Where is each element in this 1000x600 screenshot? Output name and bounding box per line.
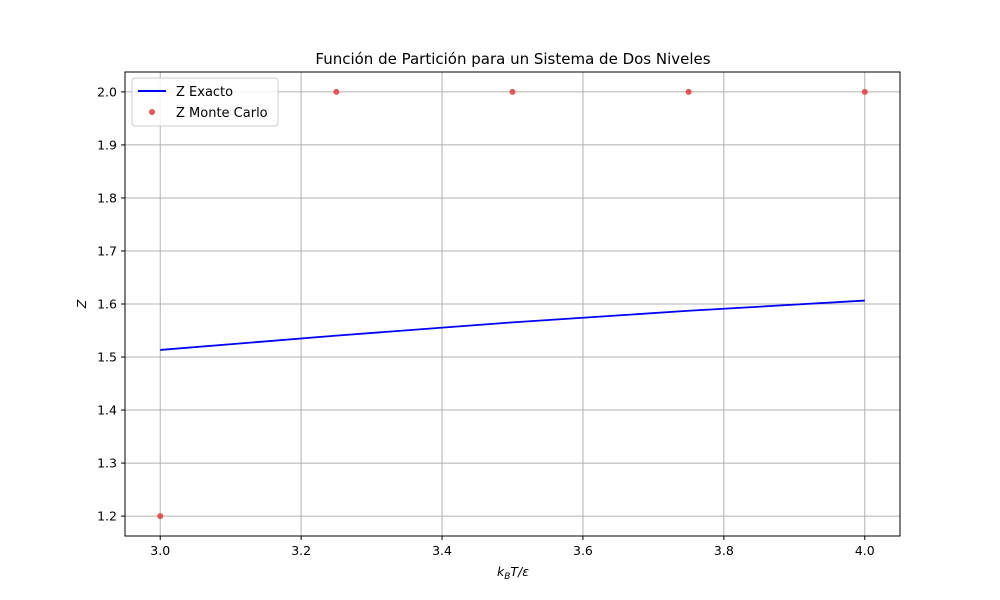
chart-title: Función de Partición para un Sistema de … (315, 50, 710, 68)
x-axis: 3.0 3.2 3.4 3.6 3.8 4.0 (150, 536, 875, 558)
y-tick-label: 1.8 (97, 190, 117, 205)
legend-label-monte-carlo: Z Monte Carlo (176, 106, 268, 121)
y-tick-label: 1.9 (97, 137, 117, 152)
x-axis-label: kBT/ε (497, 564, 529, 582)
x-tick-label: 3.4 (432, 543, 452, 558)
scatter-point-monte-carlo (333, 88, 340, 95)
y-tick-label: 1.2 (97, 509, 117, 524)
legend-box (131, 77, 279, 127)
x-tick-label: 3.2 (291, 543, 311, 558)
x-tick-label: 3.0 (150, 543, 170, 558)
y-tick-label: 1.5 (97, 350, 117, 365)
scatter-point-monte-carlo (685, 88, 692, 95)
x-axis-label-rest: T/ε (510, 564, 529, 579)
series-line-z-exacto (160, 299, 865, 351)
scatter-point-monte-carlo (509, 88, 516, 95)
y-axis: 1.2 1.3 1.4 1.5 1.6 1.7 1.8 1.9 2.0 (97, 84, 125, 524)
legend: Z Exacto Z Monte Carlo (131, 77, 279, 127)
legend-marker-swatch (149, 109, 155, 115)
x-axis-label-k: k (497, 564, 505, 579)
plot-content (157, 88, 868, 520)
x-axis-label-subscript: B (504, 572, 510, 582)
y-tick-label: 1.6 (97, 297, 117, 312)
y-tick-label: 1.4 (97, 403, 117, 418)
scatter-point-monte-carlo (157, 513, 164, 520)
y-axis-label: Z (74, 299, 89, 309)
x-tick-label: 3.6 (573, 543, 593, 558)
y-tick-label: 1.7 (97, 243, 117, 258)
x-tick-label: 3.8 (714, 543, 734, 558)
y-tick-label: 2.0 (97, 84, 117, 99)
legend-label-exact: Z Exacto (176, 85, 233, 100)
y-tick-label: 1.3 (97, 456, 117, 471)
scatter-point-monte-carlo (861, 88, 868, 95)
x-tick-label: 4.0 (855, 543, 875, 558)
